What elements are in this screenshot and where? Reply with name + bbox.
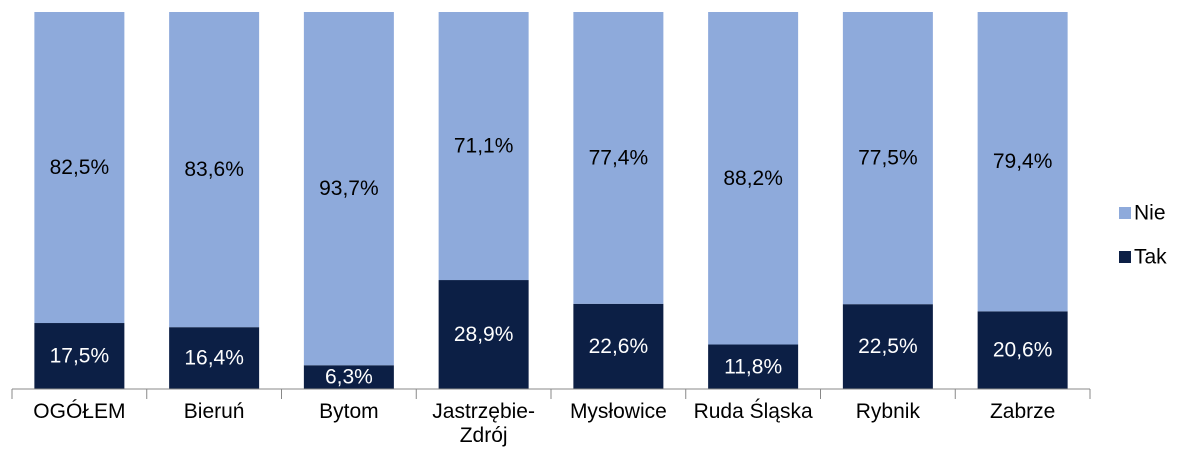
x-tick-label: Mysłowice <box>569 400 667 423</box>
bar-segment <box>303 12 394 366</box>
data-label: 28,9% <box>454 323 514 346</box>
data-label: 88,2% <box>723 167 783 190</box>
bar-segment <box>573 303 664 389</box>
data-label: 6,3% <box>325 366 373 389</box>
data-label: 71,1% <box>454 135 514 158</box>
bar-segment <box>438 12 529 281</box>
legend-swatch <box>1119 207 1131 219</box>
data-label: 82,5% <box>50 156 110 179</box>
x-tick-label: Zabrze <box>989 400 1056 423</box>
x-tick-label: Bytom <box>319 400 379 423</box>
legend-label: Nie <box>1134 202 1166 225</box>
data-label: 79,4% <box>993 150 1053 173</box>
data-label: 83,6% <box>184 158 244 181</box>
legend-label: Tak <box>1134 246 1167 269</box>
bar-segment <box>169 12 260 328</box>
bar-segment <box>708 344 799 389</box>
data-label: 17,5% <box>50 345 110 368</box>
data-label: 20,6% <box>993 339 1053 362</box>
bar-segment <box>34 12 125 324</box>
data-label: 22,5% <box>858 335 918 358</box>
bar-segment <box>34 323 125 389</box>
bar-segment <box>842 304 933 389</box>
x-tick-label: Rybnik <box>855 400 920 423</box>
data-label: 16,4% <box>184 347 244 370</box>
data-label: 22,6% <box>589 335 649 358</box>
x-tick-label: Jastrzębie-Zdrój <box>432 400 535 447</box>
data-label: 93,7% <box>319 177 379 200</box>
bar-segment <box>303 365 394 389</box>
bar-segment <box>842 12 933 305</box>
bar-segment <box>708 12 799 345</box>
x-tick-label: Bieruń <box>183 400 245 423</box>
legend-swatch <box>1119 251 1131 263</box>
bar-segment <box>977 311 1068 389</box>
bar-segment <box>573 12 664 304</box>
bar-segment <box>977 12 1068 312</box>
x-tick-label: Ruda Śląska <box>693 400 813 423</box>
data-label: 77,4% <box>589 146 649 169</box>
bar-segment <box>169 327 260 389</box>
data-label: 11,8% <box>724 355 782 378</box>
bar-segment <box>438 280 529 389</box>
data-label: 77,5% <box>858 147 918 170</box>
x-tick-label: OGÓŁEM <box>33 400 126 423</box>
